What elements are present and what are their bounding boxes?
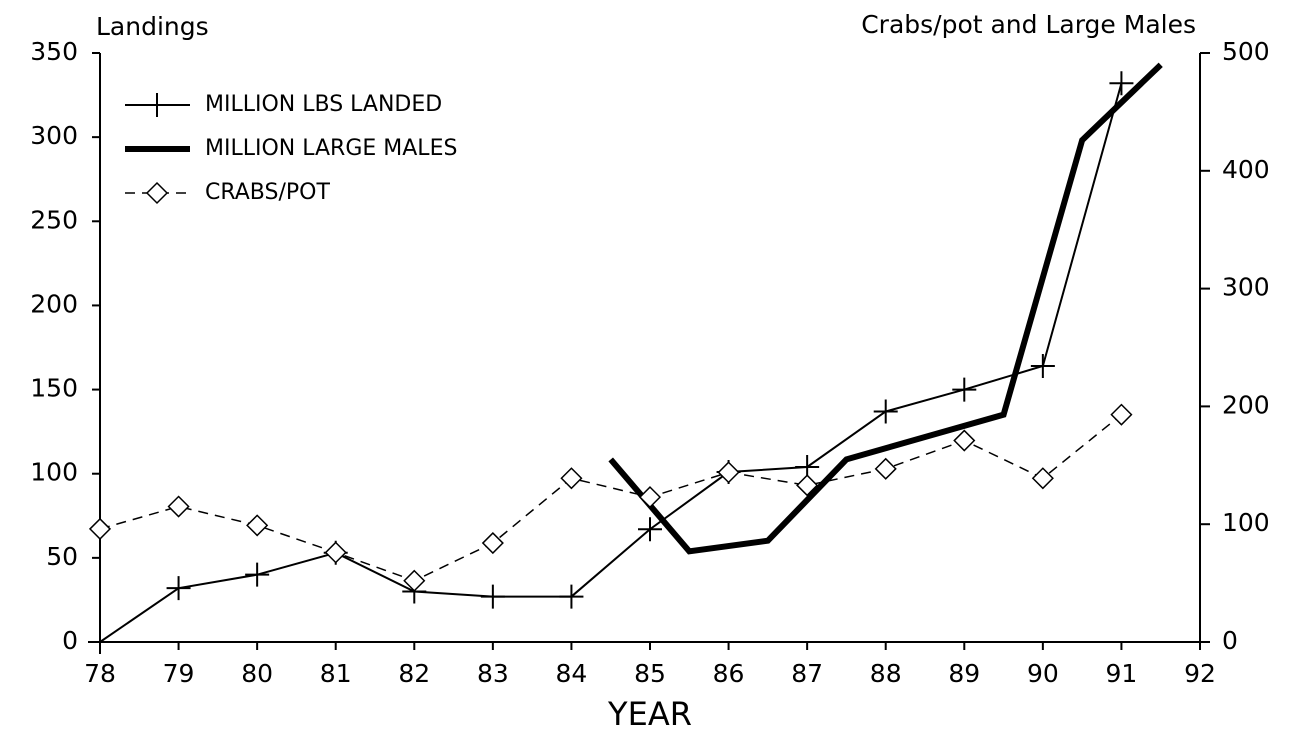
plus-marker bbox=[1030, 354, 1055, 379]
diamond-marker bbox=[560, 467, 583, 490]
diamond-marker bbox=[1031, 467, 1054, 490]
diamond-marker bbox=[403, 569, 426, 592]
y2-tick-label: 300 bbox=[1222, 273, 1270, 302]
plus-marker bbox=[245, 562, 270, 587]
diamond-marker bbox=[145, 181, 169, 205]
y2-tick-label: 100 bbox=[1222, 508, 1270, 537]
y2-tick-label: 500 bbox=[1222, 37, 1270, 66]
diamond-marker bbox=[796, 474, 819, 497]
legend-label: CRABS/POT bbox=[205, 180, 330, 205]
plus-marker bbox=[166, 576, 191, 601]
y-tick-label: 350 bbox=[30, 37, 78, 66]
diamond-marker bbox=[638, 486, 662, 509]
plus-marker bbox=[638, 517, 662, 542]
diamond-marker bbox=[324, 541, 347, 564]
y-tick-label: 150 bbox=[30, 374, 78, 403]
x-tick-label: 79 bbox=[163, 659, 195, 688]
plus-marker bbox=[1109, 71, 1134, 96]
diamond-marker bbox=[167, 495, 190, 518]
plus-marker bbox=[873, 399, 898, 424]
plus-marker bbox=[88, 630, 112, 654]
series-line bbox=[99, 83, 1123, 643]
x-tick-label: 78 bbox=[84, 659, 116, 688]
diamond-marker bbox=[717, 461, 740, 484]
y-tick-label: 250 bbox=[30, 205, 78, 234]
plus-marker bbox=[559, 584, 584, 609]
x-axis-title: YEAR bbox=[607, 695, 692, 732]
series-line bbox=[99, 414, 1122, 582]
y-tick-label: 300 bbox=[30, 121, 78, 150]
x-tick-label: 89 bbox=[948, 659, 980, 688]
y-tick-label: 0 bbox=[62, 626, 78, 655]
plus-marker bbox=[480, 584, 505, 609]
right-axis-title: Crabs/pot and Large Males bbox=[861, 10, 1196, 39]
x-tick-label: 83 bbox=[477, 659, 509, 688]
x-tick-label: 84 bbox=[556, 659, 588, 688]
diamond-marker bbox=[1110, 403, 1133, 426]
diamond-marker bbox=[246, 514, 269, 537]
y2-tick-label: 200 bbox=[1222, 390, 1270, 419]
legend-label: MILLION LBS LANDED bbox=[205, 92, 442, 117]
x-tick-label: 90 bbox=[1027, 659, 1059, 688]
x-tick-label: 92 bbox=[1184, 659, 1216, 688]
legend-label: MILLION LARGE MALES bbox=[205, 136, 457, 161]
y-tick-label: 50 bbox=[46, 542, 78, 571]
y-tick-label: 100 bbox=[30, 458, 78, 487]
y2-tick-label: 0 bbox=[1222, 626, 1238, 655]
y2-tick-label: 400 bbox=[1222, 155, 1270, 184]
x-tick-label: 88 bbox=[870, 659, 902, 688]
x-tick-label: 87 bbox=[791, 659, 823, 688]
plus-marker bbox=[145, 93, 169, 117]
x-tick-label: 85 bbox=[634, 659, 666, 688]
diamond-marker bbox=[953, 429, 976, 452]
diamond-marker bbox=[481, 531, 504, 555]
series-line bbox=[608, 62, 1163, 555]
diamond-marker bbox=[88, 517, 112, 540]
diamond-marker bbox=[874, 457, 897, 480]
left-axis-title: Landings bbox=[96, 12, 209, 41]
x-tick-label: 81 bbox=[320, 659, 352, 688]
x-tick-label: 91 bbox=[1106, 659, 1138, 688]
x-tick-label: 82 bbox=[398, 659, 430, 688]
y-tick-label: 200 bbox=[30, 289, 78, 318]
x-tick-label: 86 bbox=[713, 659, 745, 688]
plus-marker bbox=[952, 377, 977, 402]
x-tick-label: 80 bbox=[241, 659, 273, 688]
